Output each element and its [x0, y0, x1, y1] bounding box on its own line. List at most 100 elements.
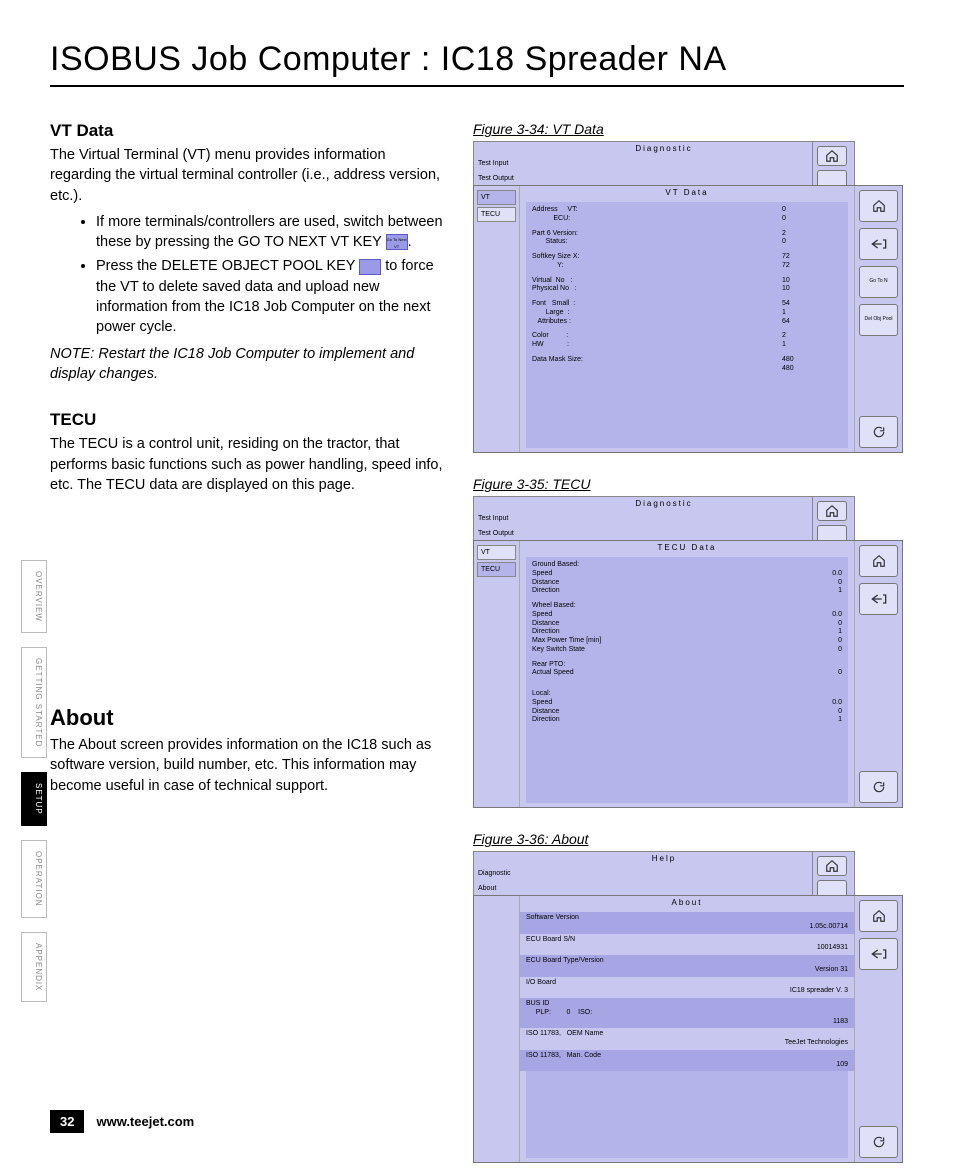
about-row: ISO 11783, OEM NameTeeJet Technologies	[520, 1028, 854, 1050]
fig-vt-screenshot: Diagnostic Test Input Test Output VT TEC…	[473, 141, 904, 458]
about-window-title: About	[520, 896, 854, 909]
vt-bullet-1: If more terminals/controllers are used, …	[96, 212, 445, 253]
about-row: ECU Board Type/VersionVersion 31	[520, 955, 854, 977]
vt-back-row2: Test Output	[478, 175, 514, 182]
side-tab-operation[interactable]: OPERATION	[21, 840, 47, 918]
about-back-row2: About	[478, 885, 496, 892]
back-button[interactable]	[859, 228, 898, 260]
fig-about-caption: Figure 3-36: About	[473, 831, 904, 847]
tecu-back-title: Diagnostic	[474, 497, 854, 508]
data-row: Physical No :10	[532, 285, 842, 294]
data-row: HW :1	[532, 341, 842, 350]
blank-key	[859, 621, 898, 765]
del-obj-pool-button[interactable]: Del Obj Pool	[859, 304, 898, 336]
data-row: Data Mask Size:480	[532, 356, 842, 365]
goto-next-button[interactable]: Go To N	[859, 266, 898, 298]
blank-key	[859, 342, 898, 410]
data-row: Distance0	[532, 620, 842, 629]
refresh-button[interactable]	[859, 1126, 898, 1158]
side-tab-getting-started[interactable]: GETTING STARTED	[21, 647, 47, 758]
tab-vt[interactable]: VT	[477, 545, 516, 560]
fig-tecu-caption: Figure 3-35: TECU	[473, 476, 904, 492]
tecu-softkeys	[854, 541, 902, 807]
left-column: VT Data The Virtual Terminal (VT) menu p…	[50, 121, 445, 1168]
tab-vt[interactable]: VT	[477, 190, 516, 205]
vt-note: NOTE: Restart the IC18 Job Computer to i…	[50, 344, 445, 385]
about-row: Software Version1.05c.00714	[520, 912, 854, 934]
tecu-front-panel: VT TECU TECU Data Ground Based:Speed0.0D…	[473, 540, 903, 808]
fig-about-screenshot: Help Diagnostic About About Software Ver…	[473, 851, 904, 1168]
data-row: Distance0	[532, 708, 842, 717]
data-row: ECU:0	[532, 215, 842, 224]
tab-tecu[interactable]: TECU	[477, 207, 516, 222]
vt-front-panel: VT TECU VT Data Address VT:0 ECU:0 Part 6…	[473, 185, 903, 453]
vt-window-title: VT Data	[520, 186, 854, 199]
data-row: Part 6 Version:2	[532, 230, 842, 239]
fig-tecu-screenshot: Diagnostic Test Input Test Output VT TEC…	[473, 496, 904, 813]
data-row: Color :2	[532, 332, 842, 341]
data-row: Key Switch State0	[532, 646, 842, 655]
data-row: Direction1	[532, 587, 842, 596]
vt-bullet-1b: .	[408, 234, 412, 250]
data-row: Actual Speed0	[532, 669, 842, 678]
tecu-back-row2: Test Output	[478, 530, 514, 537]
tecu-left-tabs: VT TECU	[474, 541, 520, 807]
refresh-button[interactable]	[859, 771, 898, 803]
refresh-button[interactable]	[859, 416, 898, 448]
page-number: 32	[50, 1110, 84, 1133]
right-column: Figure 3-34: VT Data Diagnostic Test Inp…	[473, 121, 904, 1168]
vt-left-tabs: VT TECU	[474, 186, 520, 452]
about-data-area: Software Version1.05c.00714ECU Board S/N…	[526, 912, 848, 1158]
side-tab-overview[interactable]: OVERVIEW	[21, 560, 47, 633]
data-row: Address VT:0	[532, 206, 842, 215]
about-row: ECU Board S/N10014931	[520, 934, 854, 956]
data-row: Status:0	[532, 238, 842, 247]
data-row: Max Power Time [min]0	[532, 637, 842, 646]
fig-vt-caption: Figure 3-34: VT Data	[473, 121, 904, 137]
tecu-data-area: Ground Based:Speed0.0Distance0Direction1…	[526, 557, 848, 803]
about-heading: About	[50, 705, 445, 731]
side-tab-setup[interactable]: SETUP	[21, 772, 47, 826]
vt-paragraph: The Virtual Terminal (VT) menu provides …	[50, 145, 445, 206]
footer-url: www.teejet.com	[96, 1114, 194, 1129]
about-left-tabs	[474, 896, 520, 1162]
about-front-panel: About Software Version1.05c.00714ECU Boa…	[473, 895, 903, 1163]
vt-bullet-2a: Press the DELETE OBJECT POOL KEY	[96, 258, 359, 274]
delete-object-pool-key-icon	[359, 259, 381, 275]
about-softkeys	[854, 896, 902, 1162]
about-row: ISO 11783, Man. Code109	[520, 1050, 854, 1072]
about-paragraph: The About screen provides information on…	[50, 735, 445, 796]
home-button[interactable]	[859, 545, 898, 577]
note-text: Restart the IC18 Job Computer to impleme…	[50, 346, 414, 382]
data-row: Wheel Based:	[532, 602, 842, 611]
side-tabs: OVERVIEW GETTING STARTED SETUP OPERATION APP…	[21, 560, 47, 1002]
data-row: Large :1	[532, 309, 842, 318]
data-row: Speed0.0	[532, 699, 842, 708]
vt-back-title: Diagnostic	[474, 142, 854, 153]
data-row: Font Small :54	[532, 300, 842, 309]
home-button[interactable]	[859, 190, 898, 222]
home-icon[interactable]	[817, 146, 847, 166]
home-icon[interactable]	[817, 501, 847, 521]
data-row: Speed0.0	[532, 570, 842, 579]
home-icon[interactable]	[817, 856, 847, 876]
about-back-row1: Diagnostic	[478, 870, 511, 877]
vt-back-row1: Test Input	[478, 160, 508, 167]
side-tab-appendix[interactable]: APPENDIX	[21, 932, 47, 1002]
tecu-paragraph: The TECU is a control unit, residing on …	[50, 434, 445, 495]
vt-bullet-2: Press the DELETE OBJECT POOL KEY to forc…	[96, 256, 445, 337]
back-button[interactable]	[859, 583, 898, 615]
vt-data-area: Address VT:0 ECU:0 Part 6 Version:2 Statu…	[526, 202, 848, 448]
tab-tecu[interactable]: TECU	[477, 562, 516, 577]
tecu-window-title: TECU Data	[520, 541, 854, 554]
about-back-title: Help	[474, 852, 854, 863]
back-button[interactable]	[859, 938, 898, 970]
tecu-back-row1: Test Input	[478, 515, 508, 522]
data-row: Local:	[532, 690, 842, 699]
vt-heading: VT Data	[50, 121, 445, 141]
goto-next-vt-key-icon: Go To Next VT	[386, 234, 408, 250]
page-title: ISOBUS Job Computer : IC18 Spreader NA	[50, 40, 904, 87]
data-row: Attributes :64	[532, 318, 842, 327]
home-button[interactable]	[859, 900, 898, 932]
data-row: Direction1	[532, 628, 842, 637]
